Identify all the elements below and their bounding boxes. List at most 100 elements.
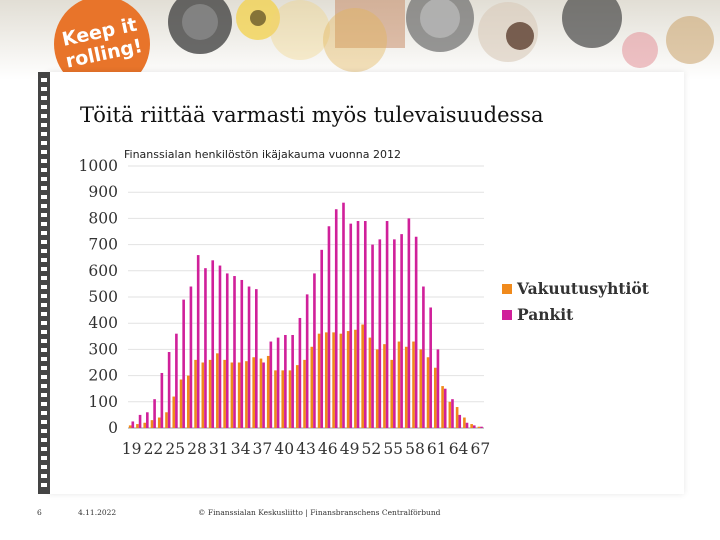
bar-vakuutusyhtiot-21 xyxy=(143,422,147,428)
x-tick-label: 46 xyxy=(318,440,338,458)
x-tick-label: 19 xyxy=(122,440,142,458)
film-hole xyxy=(41,87,47,91)
film-hole xyxy=(41,186,47,190)
film-hole xyxy=(41,384,47,388)
bar-pankit-20 xyxy=(138,414,142,428)
footer-date: 4.11.2022 xyxy=(78,508,117,517)
bar-pankit-54 xyxy=(385,221,389,428)
bar-pankit-61 xyxy=(436,349,440,428)
bar-vakuutusyhtiot-32 xyxy=(223,359,226,428)
bar-pankit-50 xyxy=(356,221,360,428)
bar-pankit-49 xyxy=(349,223,353,428)
bar-pankit-28 xyxy=(196,255,200,428)
bar-pankit-31 xyxy=(218,265,222,428)
bar-pankit-29 xyxy=(204,268,207,428)
bar-pankit-53 xyxy=(378,239,382,428)
footer-copyright: © Finanssialan Keskusliitto | Finansbran… xyxy=(198,508,441,517)
bar-vakuutusyhtiot-56 xyxy=(397,341,401,428)
film-hole xyxy=(41,222,47,226)
x-tick-label: 52 xyxy=(362,440,382,458)
x-tick-label: 43 xyxy=(296,440,316,458)
bar-vakuutusyhtiot-30 xyxy=(208,359,212,428)
bar-pankit-32 xyxy=(225,273,229,428)
chart-title: Finanssialan henkilöstön ikäjakauma vuon… xyxy=(124,148,401,161)
x-tick-label: 40 xyxy=(274,440,294,458)
bar-vakuutusyhtiot-65 xyxy=(463,417,466,428)
y-tick-label: 400 xyxy=(88,314,118,332)
film-hole xyxy=(41,447,47,451)
bar-pankit-19 xyxy=(131,421,135,428)
bar-pankit-40 xyxy=(284,334,287,428)
film-hole xyxy=(41,411,47,415)
film-hole xyxy=(41,276,47,280)
bar-vakuutusyhtiot-24 xyxy=(165,412,168,428)
bar-vakuutusyhtiot-45 xyxy=(317,333,321,428)
bar-vakuutusyhtiot-20 xyxy=(136,424,139,428)
bar-vakuutusyhtiot-66 xyxy=(470,424,473,428)
bar-pankit-35 xyxy=(247,286,251,428)
film-hole xyxy=(41,267,47,271)
film-hole xyxy=(41,132,47,136)
x-tick-label: 64 xyxy=(449,440,469,458)
film-hole xyxy=(41,150,47,154)
y-tick-label: 100 xyxy=(88,393,118,411)
bar-vakuutusyhtiot-43 xyxy=(303,359,306,428)
bar-vakuutusyhtiot-55 xyxy=(390,359,394,428)
bar-vakuutusyhtiot-31 xyxy=(216,353,219,428)
bar-vakuutusyhtiot-37 xyxy=(259,358,263,428)
bar-vakuutusyhtiot-58 xyxy=(412,341,415,428)
film-hole xyxy=(41,357,47,361)
x-tick-label: 22 xyxy=(144,440,164,458)
bar-vakuutusyhtiot-27 xyxy=(186,375,190,428)
bar-vakuutusyhtiot-62 xyxy=(441,386,444,428)
film-hole xyxy=(41,474,47,478)
bar-pankit-62 xyxy=(443,388,447,428)
bar-vakuutusyhtiot-33 xyxy=(230,362,234,428)
x-tick-label: 37 xyxy=(253,440,273,458)
film-hole xyxy=(41,105,47,109)
bar-vakuutusyhtiot-39 xyxy=(274,370,277,428)
film-hole xyxy=(41,258,47,262)
bar-pankit-34 xyxy=(240,279,244,428)
bar-pankit-58 xyxy=(414,236,418,428)
film-hole xyxy=(41,114,47,118)
film-hole xyxy=(41,123,47,127)
film-hole xyxy=(41,285,47,289)
bar-pankit-44 xyxy=(313,273,316,428)
bar-vakuutusyhtiot-19 xyxy=(128,425,132,428)
bar-pankit-33 xyxy=(233,276,236,428)
bar-vakuutusyhtiot-57 xyxy=(404,346,408,428)
bar-pankit-67 xyxy=(480,426,483,428)
bar-vakuutusyhtiot-50 xyxy=(354,329,357,428)
bar-pankit-46 xyxy=(327,226,331,428)
bar-pankit-57 xyxy=(407,218,411,428)
x-tick-label: 28 xyxy=(187,440,207,458)
bar-pankit-37 xyxy=(262,362,265,428)
film-hole xyxy=(41,402,47,406)
x-tick-label: 58 xyxy=(405,440,425,458)
film-hole xyxy=(41,240,47,244)
bar-pankit-60 xyxy=(429,307,432,428)
bar-pankit-42 xyxy=(298,317,302,428)
x-tick-label: 55 xyxy=(383,440,403,458)
y-tick-label: 800 xyxy=(88,209,118,227)
slide-title: Töitä riittää varmasti myös tulevaisuude… xyxy=(80,103,544,127)
bar-vakuutusyhtiot-40 xyxy=(281,370,285,428)
film-hole xyxy=(41,465,47,469)
bar-vakuutusyhtiot-44 xyxy=(310,346,314,428)
bar-pankit-59 xyxy=(422,286,425,428)
film-hole xyxy=(41,420,47,424)
bar-vakuutusyhtiot-22 xyxy=(150,420,154,428)
bar-pankit-38 xyxy=(269,341,273,428)
legend-label: Pankit xyxy=(517,305,574,324)
bar-pankit-45 xyxy=(320,249,324,428)
bar-pankit-39 xyxy=(276,337,280,428)
film-strip-decoration xyxy=(38,72,50,494)
bar-vakuutusyhtiot-38 xyxy=(266,355,270,428)
bar-pankit-25 xyxy=(175,333,178,428)
film-hole xyxy=(41,348,47,352)
bar-pankit-51 xyxy=(363,221,367,428)
film-hole xyxy=(41,204,47,208)
bar-pankit-43 xyxy=(305,294,309,428)
